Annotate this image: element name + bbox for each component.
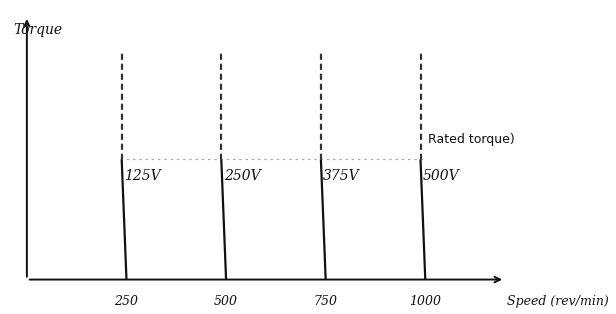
- Text: 250: 250: [115, 295, 139, 308]
- Text: 500: 500: [214, 295, 238, 308]
- Text: 375V: 375V: [323, 169, 360, 183]
- Text: 125V: 125V: [124, 169, 161, 183]
- Text: 250V: 250V: [224, 169, 261, 183]
- Text: 750: 750: [314, 295, 338, 308]
- Text: Rated torque): Rated torque): [429, 133, 515, 146]
- Text: 1000: 1000: [409, 295, 441, 308]
- Text: Torque: Torque: [13, 23, 62, 37]
- Text: Speed (rev/min): Speed (rev/min): [507, 295, 609, 308]
- Text: 500V: 500V: [423, 169, 460, 183]
